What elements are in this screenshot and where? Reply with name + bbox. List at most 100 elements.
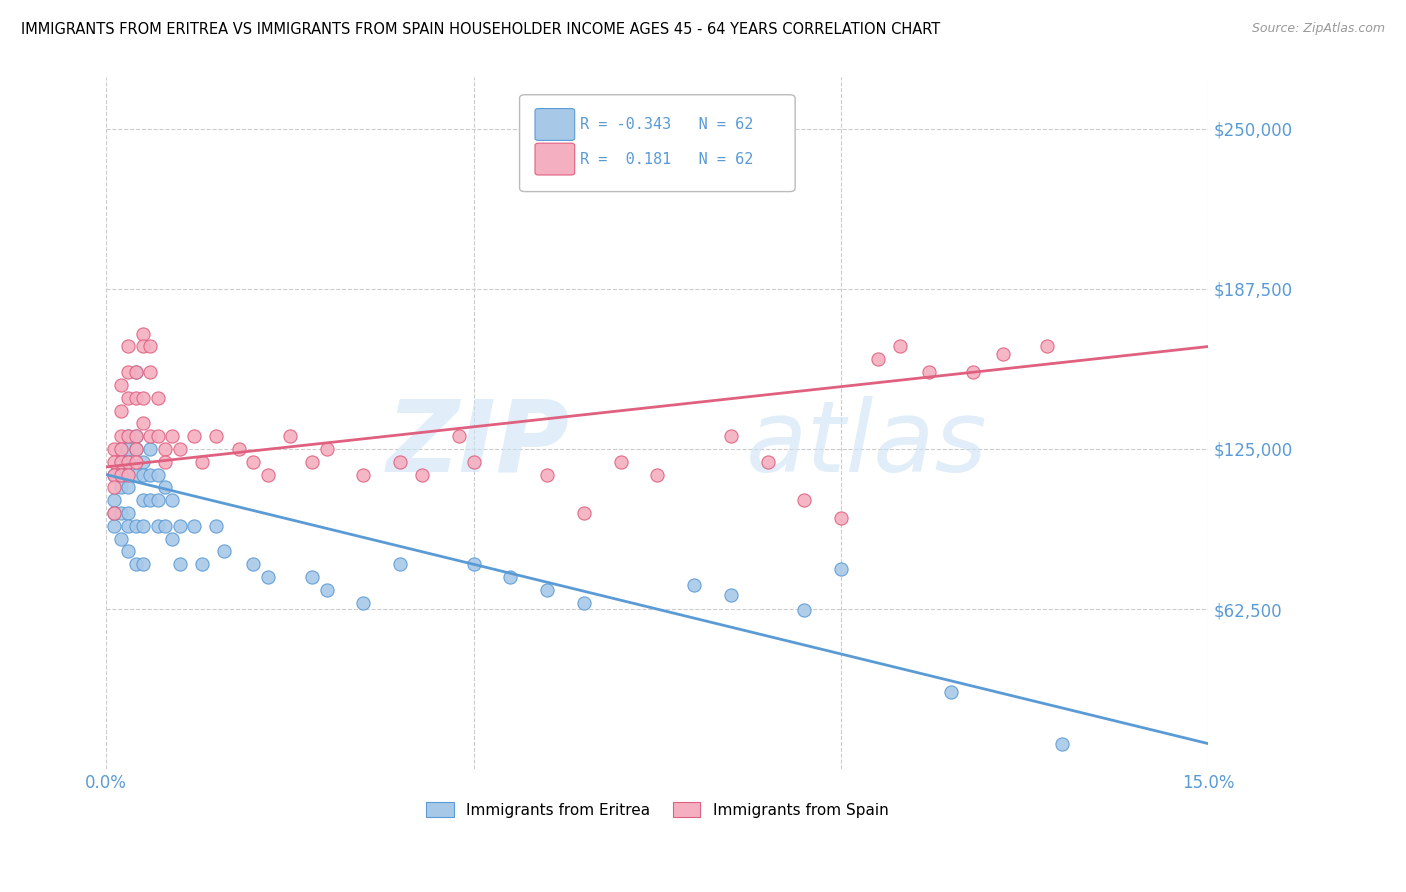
Point xyxy=(117,544,139,558)
Point xyxy=(117,339,139,353)
Point xyxy=(918,365,941,379)
Point xyxy=(463,558,485,572)
Point xyxy=(536,582,558,597)
Point xyxy=(132,493,155,508)
Point xyxy=(124,442,146,456)
Point xyxy=(103,493,125,508)
FancyBboxPatch shape xyxy=(536,109,575,140)
Point xyxy=(139,365,162,379)
Point xyxy=(389,455,412,469)
Point xyxy=(124,429,146,443)
Point xyxy=(205,429,228,443)
Point xyxy=(124,391,146,405)
Point xyxy=(124,442,146,456)
Point xyxy=(830,511,852,525)
Point xyxy=(499,570,522,584)
Point xyxy=(1050,737,1073,751)
Point xyxy=(866,352,889,367)
Point xyxy=(153,455,176,469)
Point xyxy=(889,339,911,353)
Point xyxy=(162,493,184,508)
Point xyxy=(191,558,214,572)
Point xyxy=(139,442,162,456)
Point xyxy=(242,558,264,572)
Point xyxy=(228,442,250,456)
Text: IMMIGRANTS FROM ERITREA VS IMMIGRANTS FROM SPAIN HOUSEHOLDER INCOME AGES 45 - 64: IMMIGRANTS FROM ERITREA VS IMMIGRANTS FR… xyxy=(21,22,941,37)
Point xyxy=(153,442,176,456)
Point xyxy=(153,480,176,494)
Point xyxy=(117,455,139,469)
Text: Source: ZipAtlas.com: Source: ZipAtlas.com xyxy=(1251,22,1385,36)
Point xyxy=(162,532,184,546)
Point xyxy=(139,429,162,443)
Point xyxy=(117,467,139,482)
Point xyxy=(117,442,139,456)
Point xyxy=(110,455,132,469)
Point xyxy=(315,442,337,456)
Point xyxy=(257,467,280,482)
Point xyxy=(683,578,706,592)
Point xyxy=(315,582,337,597)
Legend: Immigrants from Eritrea, Immigrants from Spain: Immigrants from Eritrea, Immigrants from… xyxy=(420,796,894,824)
Point xyxy=(124,429,146,443)
Point xyxy=(103,442,125,456)
Point xyxy=(124,455,146,469)
Point xyxy=(609,455,631,469)
Point xyxy=(162,429,184,443)
FancyBboxPatch shape xyxy=(536,144,575,175)
Point xyxy=(132,519,155,533)
FancyBboxPatch shape xyxy=(520,95,796,192)
Point xyxy=(124,365,146,379)
Point xyxy=(110,467,132,482)
Point xyxy=(257,570,280,584)
Point xyxy=(941,685,963,699)
Point xyxy=(132,417,155,431)
Point xyxy=(536,467,558,482)
Point xyxy=(117,429,139,443)
Point xyxy=(110,506,132,520)
Point xyxy=(389,558,412,572)
Point xyxy=(103,480,125,494)
Point xyxy=(110,532,132,546)
Point xyxy=(463,455,485,469)
Point xyxy=(793,493,815,508)
Point xyxy=(139,467,162,482)
Point xyxy=(205,519,228,533)
Point xyxy=(124,519,146,533)
Point xyxy=(103,506,125,520)
Point xyxy=(117,506,139,520)
Point xyxy=(132,339,155,353)
Point xyxy=(103,519,125,533)
Point xyxy=(830,562,852,576)
Point xyxy=(103,467,125,482)
Point xyxy=(169,519,191,533)
Point xyxy=(110,480,132,494)
Point xyxy=(117,467,139,482)
Point xyxy=(793,603,815,617)
Point xyxy=(169,558,191,572)
Point xyxy=(132,558,155,572)
Point xyxy=(117,365,139,379)
Point xyxy=(756,455,779,469)
Point xyxy=(110,442,132,456)
Text: atlas: atlas xyxy=(745,396,987,492)
Point xyxy=(962,365,984,379)
Text: ZIP: ZIP xyxy=(387,396,569,492)
Point xyxy=(301,570,323,584)
Point xyxy=(110,455,132,469)
Point xyxy=(720,429,742,443)
Point xyxy=(110,378,132,392)
Point xyxy=(117,480,139,494)
Point xyxy=(411,467,433,482)
Point xyxy=(183,519,205,533)
Point xyxy=(117,429,139,443)
Point xyxy=(139,493,162,508)
Point xyxy=(242,455,264,469)
Point xyxy=(352,467,374,482)
Point xyxy=(720,588,742,602)
Point xyxy=(572,506,595,520)
Point xyxy=(146,493,169,508)
Point xyxy=(301,455,323,469)
Point xyxy=(647,467,669,482)
Point xyxy=(146,391,169,405)
